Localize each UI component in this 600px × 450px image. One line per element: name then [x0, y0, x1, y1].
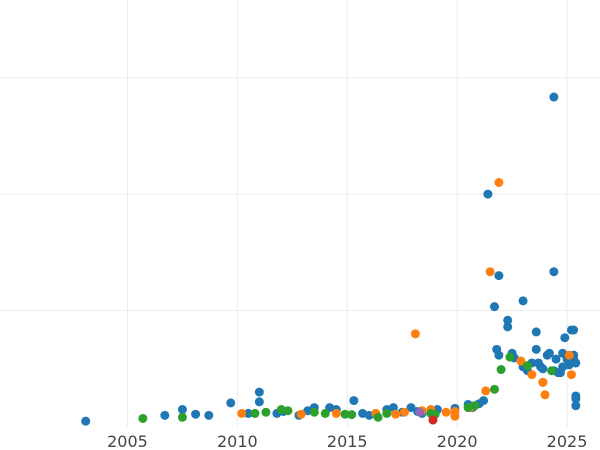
data-point: [204, 410, 214, 420]
x-tick-label: 2025: [547, 432, 588, 450]
data-point: [490, 384, 500, 394]
data-point: [503, 315, 513, 325]
data-point: [340, 409, 350, 419]
data-point: [309, 407, 319, 417]
data-point: [516, 356, 526, 366]
data-point: [226, 398, 236, 408]
data-point: [538, 377, 548, 387]
data-point: [81, 416, 91, 426]
data-point: [547, 366, 557, 376]
data-point: [415, 407, 425, 417]
data-point: [373, 412, 383, 422]
data-point: [494, 350, 504, 360]
data-point: [571, 401, 581, 411]
x-tick-label: 2010: [217, 432, 258, 450]
data-point: [428, 415, 438, 425]
data-point: [540, 390, 550, 400]
data-point: [549, 92, 559, 102]
data-point: [296, 409, 306, 419]
data-point: [347, 410, 357, 420]
data-point: [177, 405, 187, 415]
data-point: [549, 267, 559, 277]
data-point: [177, 412, 187, 422]
data-point: [503, 322, 513, 332]
data-point: [470, 401, 480, 411]
data-point: [483, 189, 493, 199]
data-point: [391, 409, 401, 419]
data-point: [382, 408, 392, 418]
data-point: [331, 408, 341, 418]
data-point: [441, 407, 451, 417]
data-point: [490, 302, 500, 312]
data-point: [531, 327, 541, 337]
data-point: [485, 267, 495, 277]
data-point: [410, 329, 420, 339]
data-point: [564, 350, 574, 360]
data-point: [320, 408, 330, 418]
data-point: [505, 352, 515, 362]
data-point: [571, 358, 581, 368]
data-point: [191, 409, 201, 419]
x-tick-labels: 2005 2010 2015 2020 2025: [107, 432, 587, 450]
data-point: [349, 396, 359, 406]
x-tick-label: 2015: [327, 432, 368, 450]
data-point: [261, 407, 271, 417]
data-point: [138, 413, 148, 423]
data-point: [283, 406, 293, 416]
data-point: [254, 387, 264, 397]
x-tick-label: 2005: [107, 432, 148, 450]
data-point: [494, 177, 504, 187]
data-point: [243, 408, 253, 418]
data-points: [81, 92, 581, 426]
data-point: [254, 397, 264, 407]
data-point: [494, 271, 504, 281]
data-point: [481, 386, 491, 396]
data-point: [527, 370, 537, 380]
data-point: [479, 396, 489, 406]
data-point: [406, 403, 416, 413]
data-point: [538, 364, 548, 374]
data-point: [560, 333, 570, 343]
data-point: [566, 370, 576, 380]
data-point: [496, 365, 506, 375]
data-point: [518, 296, 528, 306]
x-tick-label: 2020: [437, 432, 478, 450]
data-point: [531, 344, 541, 354]
data-point: [237, 408, 247, 418]
data-point: [160, 410, 170, 420]
data-point: [522, 361, 532, 371]
data-point: [250, 408, 260, 418]
data-point: [450, 406, 460, 416]
data-point: [399, 407, 409, 417]
data-point: [571, 394, 581, 404]
grid-lines: [0, 0, 600, 427]
data-point: [551, 354, 561, 364]
data-point: [544, 348, 554, 358]
data-point: [569, 325, 579, 335]
